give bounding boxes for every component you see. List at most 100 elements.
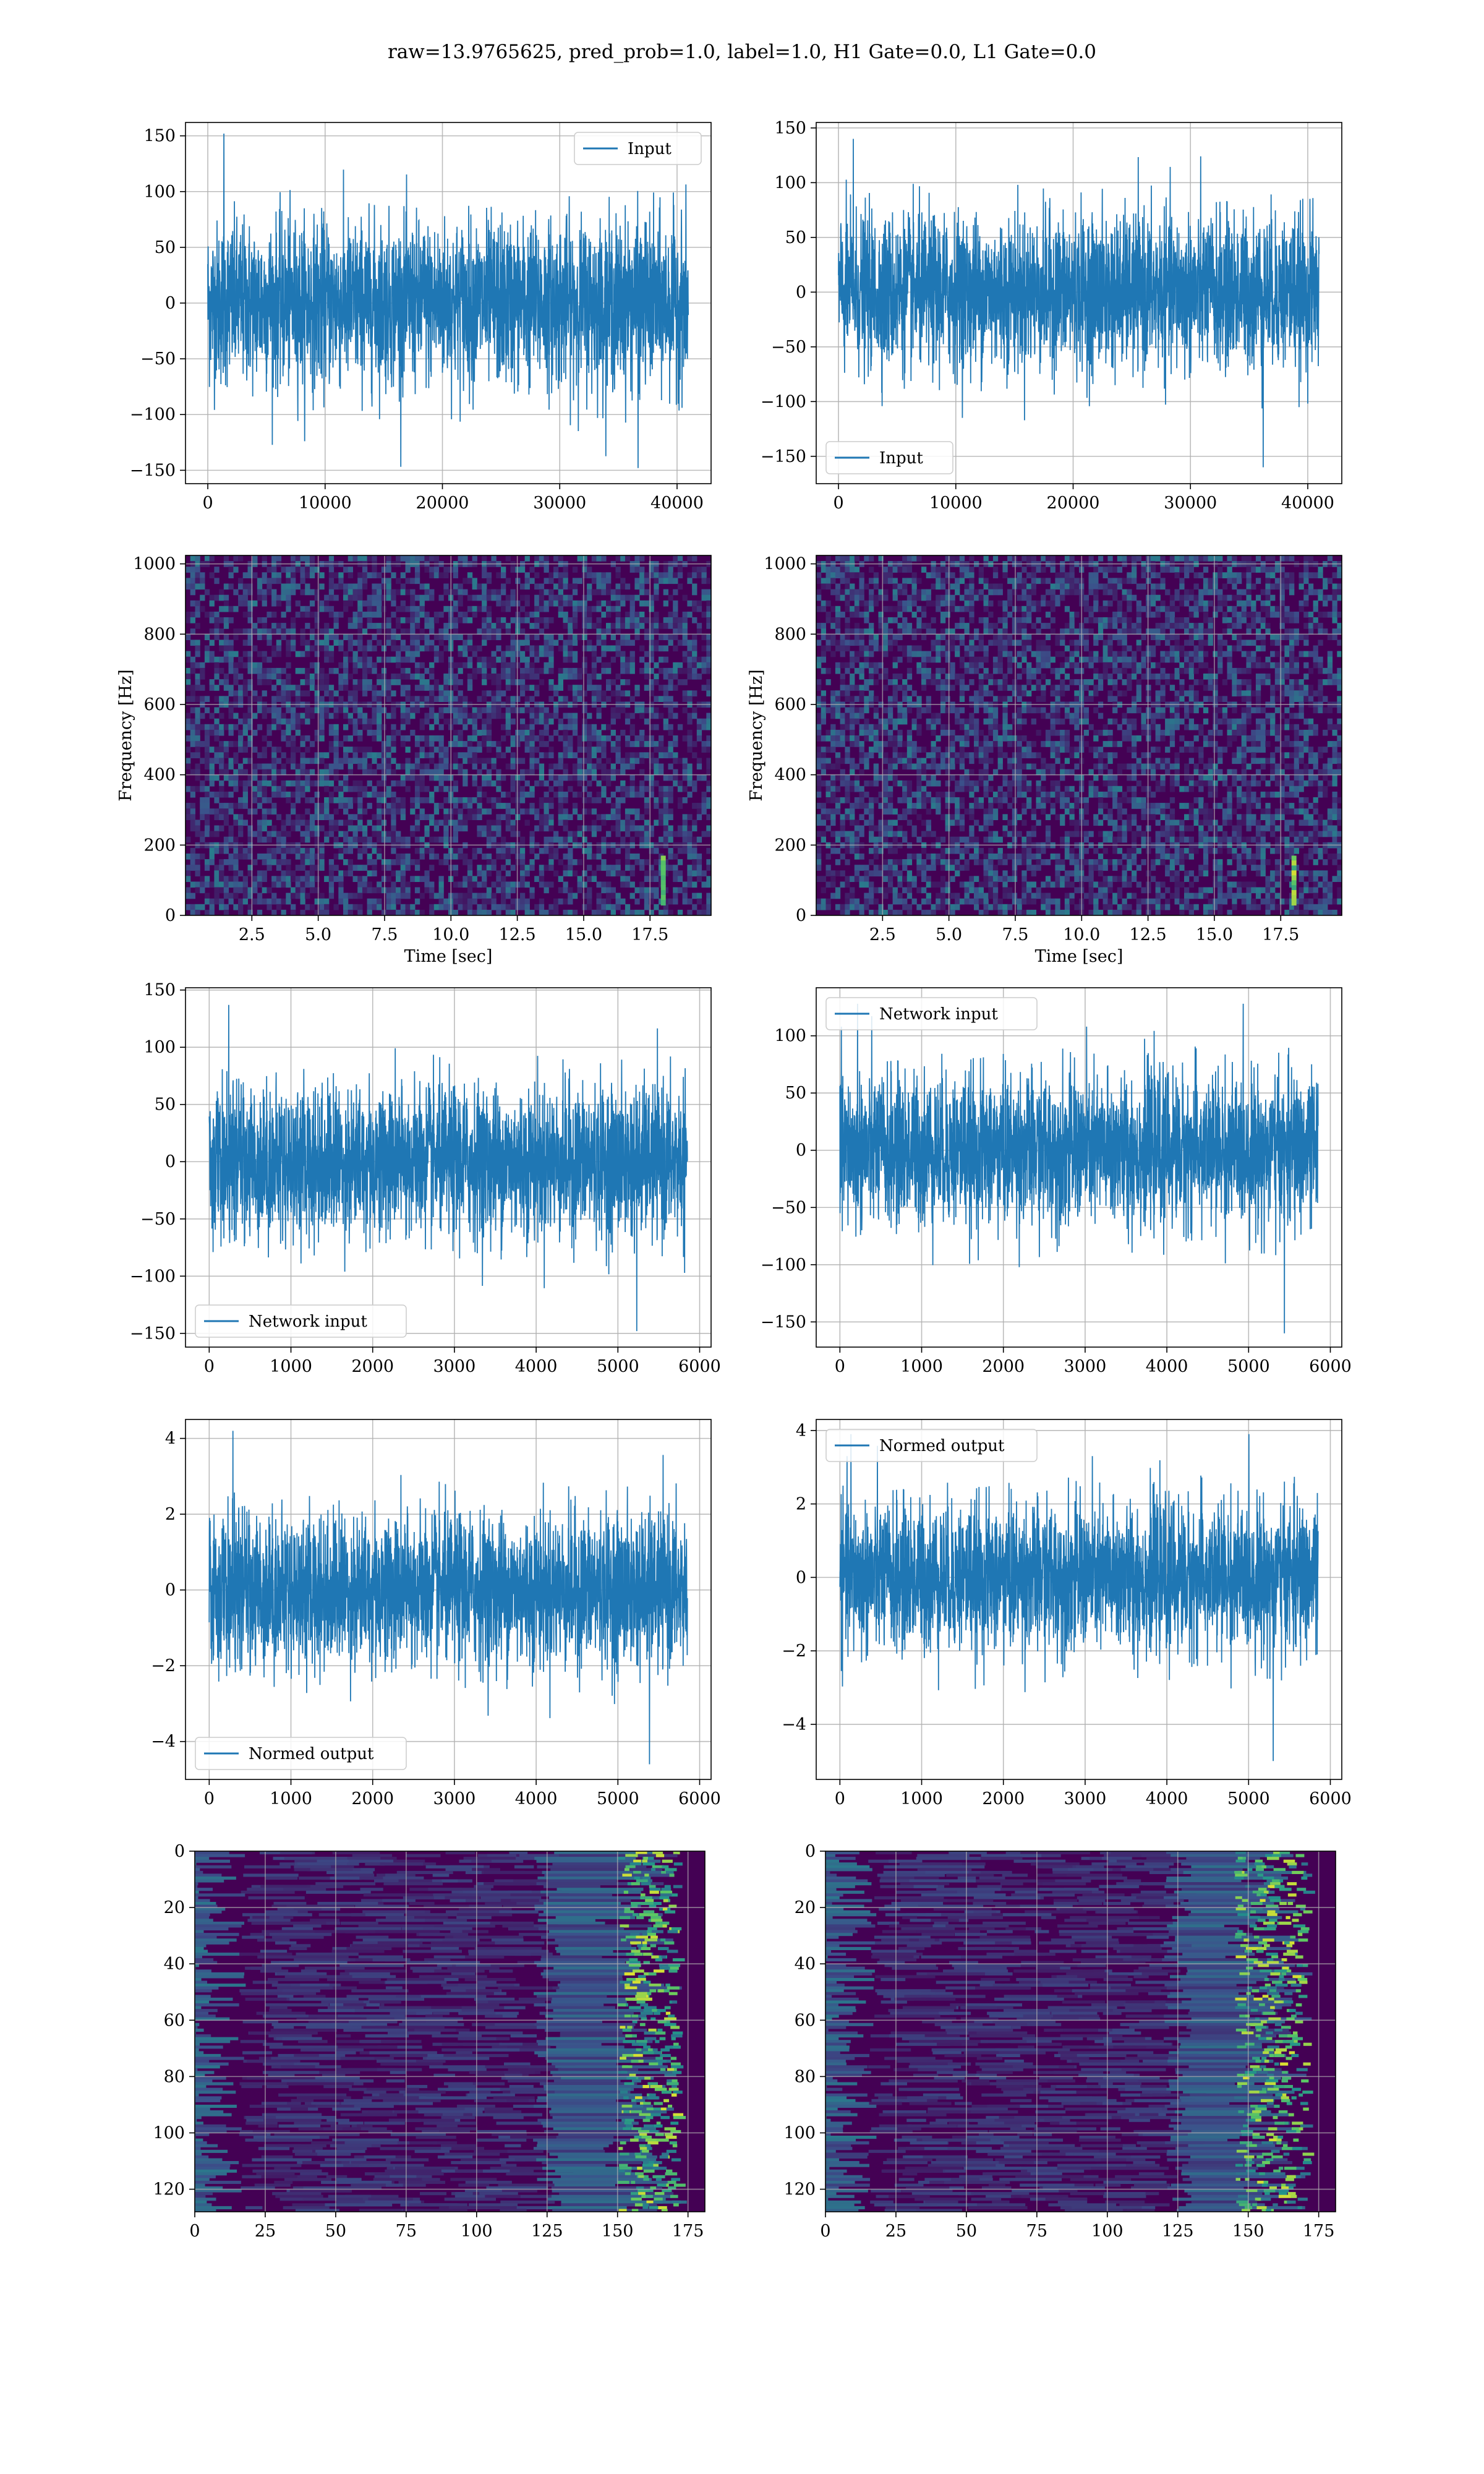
panel-r4c1: Normed output 0 1000 2000 3000 4000 5000 6000 −4… bbox=[151, 1419, 721, 1808]
x-tick-label: 3000 bbox=[1064, 1357, 1107, 1376]
axes-frame bbox=[185, 1419, 712, 1780]
x-tick-label: 30000 bbox=[1164, 494, 1217, 513]
x-tick-label: 2.5 bbox=[239, 925, 265, 944]
legend-label: Normed output bbox=[879, 1437, 1005, 1455]
y-tick-label: 4 bbox=[796, 1421, 806, 1440]
series-line bbox=[838, 139, 1320, 468]
legend: Input bbox=[825, 441, 953, 474]
grid bbox=[825, 1851, 1336, 2212]
y-tick-label: 50 bbox=[155, 1095, 176, 1115]
x-tick-label: 20000 bbox=[416, 494, 469, 513]
y-tick-label: 100 bbox=[153, 2123, 185, 2142]
legend-label: Network input bbox=[249, 1312, 367, 1331]
hot-spot-cell bbox=[660, 885, 666, 891]
y-tick-label: 400 bbox=[143, 766, 176, 785]
hot-spot-cell bbox=[1291, 885, 1297, 891]
y-tick-label: 2 bbox=[165, 1505, 176, 1524]
x-tick-label: 4000 bbox=[1146, 1357, 1188, 1376]
heatmap-image bbox=[195, 1851, 705, 2212]
y-tick-label: 0 bbox=[174, 1842, 185, 1861]
x-tick-label: 0 bbox=[202, 494, 213, 513]
x-tick-label: 150 bbox=[1232, 2222, 1264, 2241]
x-tick-label: 175 bbox=[1303, 2222, 1335, 2241]
hot-spot-cell bbox=[660, 895, 666, 901]
y-tick-label: 100 bbox=[774, 173, 806, 192]
y-tick-label: 100 bbox=[143, 1038, 176, 1057]
y-tick-label: 100 bbox=[143, 182, 176, 202]
x-tick-label: 40000 bbox=[650, 494, 704, 513]
axes-frame bbox=[825, 1851, 1336, 2212]
y-tick-label: 0 bbox=[796, 1568, 806, 1587]
y-tick-label: 0 bbox=[796, 283, 806, 302]
y-tick-label: 120 bbox=[153, 2180, 185, 2199]
y-tick-label: −150 bbox=[130, 461, 176, 480]
x-tick-label: 5.0 bbox=[305, 925, 331, 944]
x-tick-label: 5000 bbox=[597, 1357, 639, 1376]
y-tick-label: −100 bbox=[130, 405, 176, 424]
x-tick-label: 5000 bbox=[1227, 1789, 1270, 1808]
grid bbox=[194, 1851, 705, 2212]
x-tick-label: 7.5 bbox=[1002, 925, 1028, 944]
x-tick-label: 1000 bbox=[900, 1357, 943, 1376]
legend: Network input bbox=[195, 1304, 407, 1338]
x-tick-label: 15.0 bbox=[1196, 925, 1233, 944]
x-tick-label: 20000 bbox=[1047, 494, 1100, 513]
hot-spot-cell bbox=[1291, 860, 1297, 867]
y-tick-label: 0 bbox=[796, 906, 806, 925]
y-tick-label: 50 bbox=[785, 1084, 806, 1103]
x-tick-label: 2000 bbox=[982, 1357, 1025, 1376]
x-tick-label: 175 bbox=[672, 2222, 704, 2241]
y-tick-label: 150 bbox=[774, 119, 806, 138]
y-tick-label: 60 bbox=[795, 2011, 816, 2030]
x-tick-label: 6000 bbox=[1309, 1357, 1352, 1376]
y-tick-label: 200 bbox=[143, 836, 176, 855]
axes-frame bbox=[185, 555, 712, 916]
y-tick-label: 150 bbox=[143, 981, 176, 1000]
y-tick-label: −100 bbox=[761, 1256, 806, 1275]
y-tick-label: −4 bbox=[782, 1715, 806, 1734]
hot-spot-cell bbox=[1291, 890, 1297, 896]
hot-spot-cell bbox=[1291, 855, 1297, 862]
y-tick-label: −150 bbox=[130, 1324, 176, 1343]
x-tick-label: 75 bbox=[1026, 2222, 1047, 2241]
x-tick-label: 3000 bbox=[433, 1357, 476, 1376]
hot-spot-cell bbox=[660, 880, 666, 886]
x-tick-label: 5000 bbox=[1227, 1357, 1270, 1376]
x-tick-label: 50 bbox=[325, 2222, 346, 2241]
x-tick-label: 17.5 bbox=[631, 925, 668, 944]
y-tick-label: 60 bbox=[164, 2011, 185, 2030]
y-tick-label: 120 bbox=[783, 2180, 816, 2199]
axes-frame bbox=[194, 1851, 706, 2212]
y-tick-label: 2 bbox=[796, 1495, 806, 1514]
heatmap-image bbox=[816, 555, 1342, 915]
panel-r2c2: 2.5 5.0 7.5 10.0 12.5 15.0 17.5 0 200 400 600 800 10… bbox=[747, 555, 1342, 966]
y-tick-label: 80 bbox=[164, 2067, 185, 2086]
y-tick-label: −50 bbox=[771, 338, 806, 357]
y-tick-label: 0 bbox=[805, 1842, 816, 1861]
y-tick-label: 50 bbox=[785, 228, 806, 247]
legend-label: Input bbox=[879, 449, 923, 468]
y-tick-label: −100 bbox=[761, 392, 806, 411]
y-tick-label: 0 bbox=[165, 1581, 176, 1600]
x-tick-label: 2000 bbox=[351, 1789, 394, 1808]
x-tick-label: 12.5 bbox=[499, 925, 536, 944]
panel-r5c1: 0 25 50 75 100 125 150 175 0 20 40 60 80 100 120 bbox=[153, 1842, 706, 2241]
hot-spot-cell bbox=[660, 865, 666, 871]
hot-spot-cell bbox=[1291, 880, 1297, 886]
series-line bbox=[207, 133, 689, 468]
y-tick-label: 4 bbox=[165, 1429, 176, 1449]
legend: Normed output bbox=[195, 1737, 407, 1770]
series-line bbox=[839, 1003, 1319, 1333]
x-tick-label: 1000 bbox=[270, 1789, 312, 1808]
x-tick-label: 25 bbox=[885, 2222, 906, 2241]
x-tick-label: 4000 bbox=[515, 1357, 558, 1376]
y-tick-label: 50 bbox=[155, 238, 176, 257]
hot-spot-cell bbox=[1291, 870, 1297, 876]
x-tick-label: 12.5 bbox=[1130, 925, 1167, 944]
x-tick-label: 40000 bbox=[1281, 494, 1334, 513]
y-tick-label: −50 bbox=[140, 349, 176, 369]
x-tick-label: 0 bbox=[820, 2222, 830, 2241]
x-tick-label: 15.0 bbox=[565, 925, 602, 944]
axes-frame bbox=[185, 987, 712, 1348]
